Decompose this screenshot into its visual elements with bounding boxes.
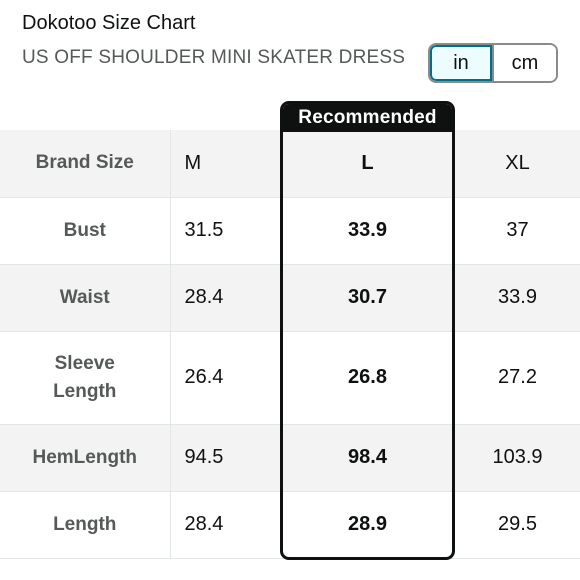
cell-m: 28.4: [170, 264, 280, 332]
table-row-hem-length: HemLength 94.5 98.4 103.9: [0, 424, 580, 492]
table-row-bust: Bust 31.5 33.9 37: [0, 197, 580, 265]
size-table: Brand Size M L XL Bust 31.5 33.9 37 Wais…: [0, 130, 580, 559]
row-label: Sleeve Length: [0, 331, 171, 425]
cell-l: 28.9: [280, 491, 455, 559]
unit-toggle: in cm: [428, 43, 558, 83]
cell-m: 28.4: [170, 491, 280, 559]
table-row-waist: Waist 28.4 30.7 33.9: [0, 264, 580, 332]
row-label: Waist: [0, 264, 171, 332]
unit-inches-button[interactable]: in: [430, 45, 492, 81]
cell-m: 26.4: [170, 331, 280, 425]
row-label: HemLength: [0, 424, 171, 492]
table-header-row: Brand Size M L XL: [0, 130, 580, 198]
row-label: Length: [0, 491, 171, 559]
cell-l: 33.9: [280, 197, 455, 265]
cell-xl: 103.9: [455, 424, 580, 492]
cell-l: 26.8: [280, 331, 455, 425]
product-name: US OFF SHOULDER MINI SKATER DRESS: [22, 47, 406, 68]
table-row-length: Length 28.4 28.9 29.5: [0, 491, 580, 559]
unit-centimeters-button[interactable]: cm: [492, 45, 556, 81]
cell-m: 94.5: [170, 424, 280, 492]
size-xl-header: XL: [455, 130, 580, 198]
size-l-header: L: [280, 130, 455, 198]
cell-l: 98.4: [280, 424, 455, 492]
cell-xl: 33.9: [455, 264, 580, 332]
cell-xl: 37: [455, 197, 580, 265]
cell-m: 31.5: [170, 197, 280, 265]
row-label: Bust: [0, 197, 171, 265]
cell-l: 30.7: [280, 264, 455, 332]
cell-xl: 29.5: [455, 491, 580, 559]
table-row-sleeve-length: Sleeve Length 26.4 26.8 27.2: [0, 331, 580, 425]
recommended-badge: Recommended: [283, 104, 452, 132]
cell-xl: 27.2: [455, 331, 580, 425]
size-chart-title: Dokotoo Size Chart: [22, 12, 196, 34]
size-m-header: M: [170, 130, 280, 198]
brand-size-header: Brand Size: [0, 130, 171, 198]
